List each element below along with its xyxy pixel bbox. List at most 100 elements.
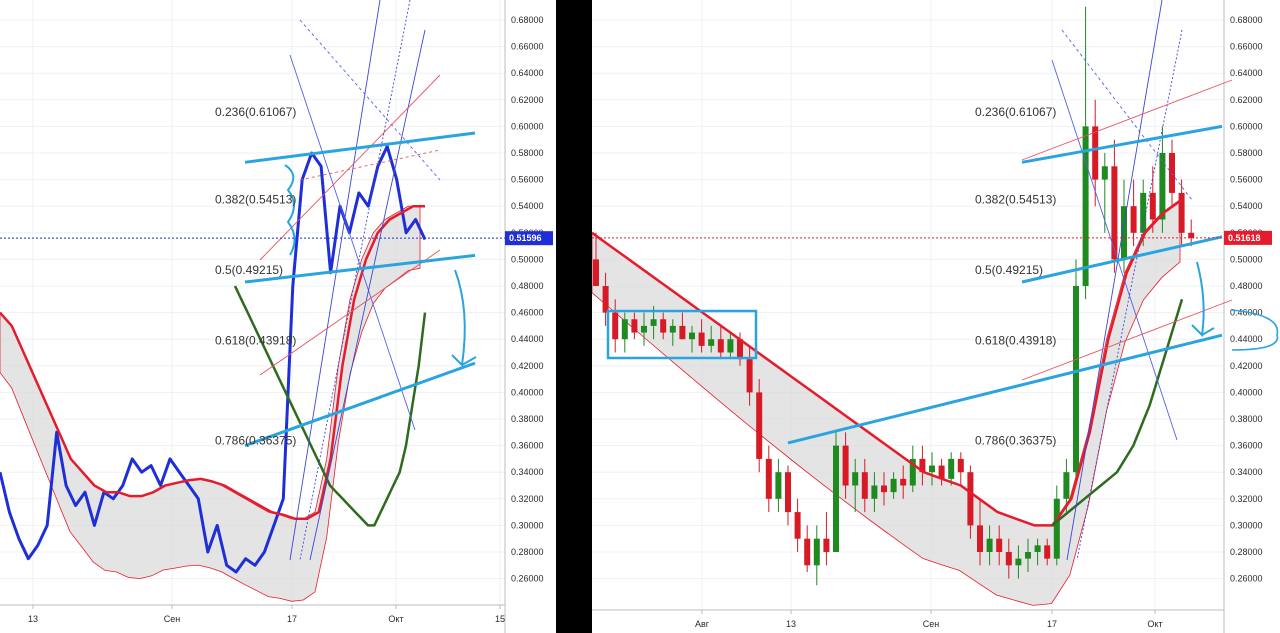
fib-level-label: 0.5(0.49215) <box>215 263 283 277</box>
y-tick-label: 0.58000 <box>511 148 544 158</box>
last-price-badge <box>505 231 553 246</box>
candle-body <box>765 458 772 499</box>
channel-line-2 <box>787 333 1223 445</box>
y-tick-label: 0.26000 <box>1230 574 1263 584</box>
y-tick-label: 0.68000 <box>511 15 544 25</box>
fan-line <box>1066 0 1163 561</box>
candle-body <box>669 325 676 333</box>
candle-body <box>909 458 916 486</box>
y-tick-label: 0.54000 <box>1230 201 1263 211</box>
candle-body <box>1159 153 1166 220</box>
candle-body <box>756 392 763 459</box>
candle-body <box>1149 192 1156 220</box>
candle-body <box>1073 286 1079 473</box>
y-tick-label: 0.54000 <box>511 201 544 211</box>
series-line-1 <box>0 204 425 521</box>
channel-line-0 <box>1021 124 1223 164</box>
fan-line <box>1021 79 1233 161</box>
x-tick-label: Авг <box>695 619 710 629</box>
annotation-arrow <box>1191 261 1215 338</box>
candle-body <box>602 286 609 313</box>
y-tick-label: 0.50000 <box>511 254 544 264</box>
y-tick-label: 0.62000 <box>511 95 544 105</box>
channel-line-0 <box>244 131 476 164</box>
panel-divider <box>556 0 592 633</box>
candle-body <box>1082 126 1089 287</box>
candle-body <box>813 538 820 566</box>
y-tick-label: 0.28000 <box>511 547 544 557</box>
x-tick-label: 13 <box>28 614 38 624</box>
candle-body <box>794 512 801 539</box>
series-line-0 <box>0 144 427 574</box>
annotation-arrow <box>451 269 477 368</box>
candle-body <box>1015 558 1022 566</box>
candle-body <box>737 339 743 360</box>
left-chart[interactable]: 0.68000 0.66000 0.64000 0.62000 0.60000 0.580… <box>0 0 556 633</box>
candle-body <box>929 465 935 473</box>
y-tick-label: 0.26000 <box>511 574 544 584</box>
fan-line <box>1051 59 1178 441</box>
channel-line-1 <box>1021 235 1223 284</box>
last-price-label: 0.51596 <box>509 233 542 243</box>
y-tick-label: 0.40000 <box>1230 387 1263 397</box>
candle-body <box>621 319 628 340</box>
channel-line-2 <box>244 361 476 448</box>
y-tick-label: 0.30000 <box>1230 520 1263 530</box>
candle-body <box>1092 126 1099 180</box>
last-price-label: 0.51618 <box>1228 233 1261 243</box>
candle-body <box>871 485 878 499</box>
right-chart[interactable]: 0.68000 0.66000 0.64000 0.62000 0.60000 0.580… <box>592 0 1280 633</box>
y-tick-label: 0.62000 <box>1230 95 1263 105</box>
candle-body <box>717 339 724 353</box>
candle-body <box>881 485 887 493</box>
candle-body <box>900 478 907 486</box>
annotation-brace <box>284 164 296 256</box>
y-tick-label: 0.60000 <box>1230 121 1263 131</box>
fan-line <box>289 54 416 431</box>
candle-body <box>1111 166 1118 260</box>
y-tick-label: 0.28000 <box>1230 547 1263 557</box>
candle-body <box>660 319 667 333</box>
series-line-0 <box>592 198 1183 527</box>
left-chart-panel: 0.68000 0.66000 0.64000 0.62000 0.60000 0.580… <box>0 0 556 633</box>
candle-body <box>967 472 974 526</box>
candle-body <box>1140 192 1147 233</box>
y-tick-label: 0.56000 <box>1230 175 1263 185</box>
candle-body <box>986 538 993 552</box>
y-tick-label: 0.64000 <box>1230 68 1263 78</box>
x-tick-label: 17 <box>1047 619 1057 629</box>
candle-body <box>861 472 868 499</box>
candle-body <box>1063 472 1070 499</box>
candle-body <box>1188 232 1195 239</box>
y-tick-label: 0.32000 <box>1230 494 1263 504</box>
consolidation-box <box>606 309 758 360</box>
candle-body <box>708 339 715 346</box>
candle-body <box>650 319 657 326</box>
candle-body <box>977 525 983 552</box>
candle-body <box>612 312 619 340</box>
series-line-2 <box>233 285 427 527</box>
y-tick-label: 0.60000 <box>511 121 544 131</box>
x-tick-label: 17 <box>287 614 297 624</box>
channel-line-1 <box>244 253 476 284</box>
fib-level-label: 0.618(0.43918) <box>975 333 1056 347</box>
candle-body <box>957 458 964 473</box>
right-chart-panel: 0.68000 0.66000 0.64000 0.62000 0.60000 0.580… <box>592 0 1280 633</box>
y-tick-label: 0.46000 <box>511 308 544 318</box>
fan-line <box>1021 299 1233 381</box>
candle-body <box>938 465 945 479</box>
y-tick-label: 0.42000 <box>1230 361 1263 371</box>
candle-body <box>593 259 599 286</box>
y-tick-label: 0.38000 <box>511 414 544 424</box>
candle-body <box>804 538 811 566</box>
candle-body <box>641 325 647 333</box>
fib-level-label: 0.5(0.49215) <box>975 263 1043 277</box>
candle-body <box>1034 545 1041 552</box>
candle-body <box>1169 153 1175 193</box>
y-tick-label: 0.36000 <box>1230 441 1263 451</box>
y-tick-label: 0.34000 <box>1230 467 1263 477</box>
candle-body <box>1121 206 1127 260</box>
candle-body <box>679 325 686 340</box>
fib-level-label: 0.236(0.61067) <box>215 105 296 119</box>
y-tick-label: 0.66000 <box>1230 42 1263 52</box>
